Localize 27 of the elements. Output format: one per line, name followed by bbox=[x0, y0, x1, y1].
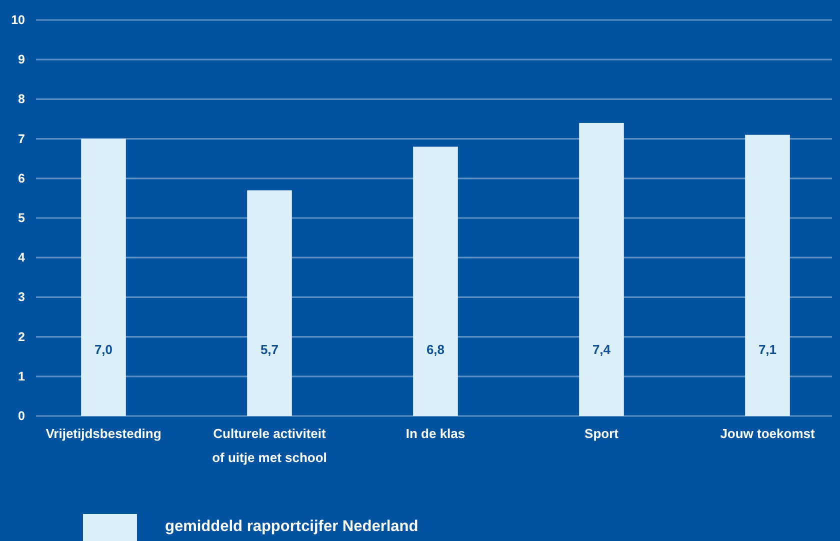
y-tick-label: 2 bbox=[18, 330, 26, 344]
x-tick-label: In de klas bbox=[406, 426, 466, 441]
x-tick-label: Vrijetijdsbesteding bbox=[46, 426, 162, 441]
x-tick-label: Culturele activiteit of uitje met school bbox=[212, 426, 327, 465]
y-tick-label: 0 bbox=[18, 409, 26, 423]
y-tick-label: 9 bbox=[18, 52, 26, 67]
y-tick-label: 7 bbox=[18, 132, 26, 146]
y-tick-label: 1 bbox=[18, 369, 26, 384]
data-label: 7,1 bbox=[758, 342, 777, 357]
y-tick-label: 4 bbox=[18, 250, 26, 265]
x-tick-label: Sport bbox=[584, 426, 620, 441]
data-label: 7,0 bbox=[94, 342, 113, 357]
y-tick-label: 6 bbox=[18, 171, 26, 186]
legend-label: gemiddeld rapportcijfer Nederland bbox=[165, 518, 418, 535]
y-tick-label: 5 bbox=[18, 211, 26, 225]
y-tick-label: 10 bbox=[11, 13, 26, 27]
bar bbox=[745, 134, 790, 416]
bar bbox=[579, 122, 624, 416]
x-tick-label: Jouw toekomst bbox=[720, 426, 816, 441]
data-label: 5,7 bbox=[260, 342, 279, 357]
bar bbox=[81, 138, 126, 416]
y-tick-label: 8 bbox=[18, 92, 26, 106]
data-label: 7,4 bbox=[592, 342, 612, 357]
bar bbox=[247, 190, 292, 416]
bar bbox=[413, 146, 458, 416]
data-label: 6,8 bbox=[426, 342, 445, 357]
y-tick-label: 3 bbox=[18, 290, 26, 304]
